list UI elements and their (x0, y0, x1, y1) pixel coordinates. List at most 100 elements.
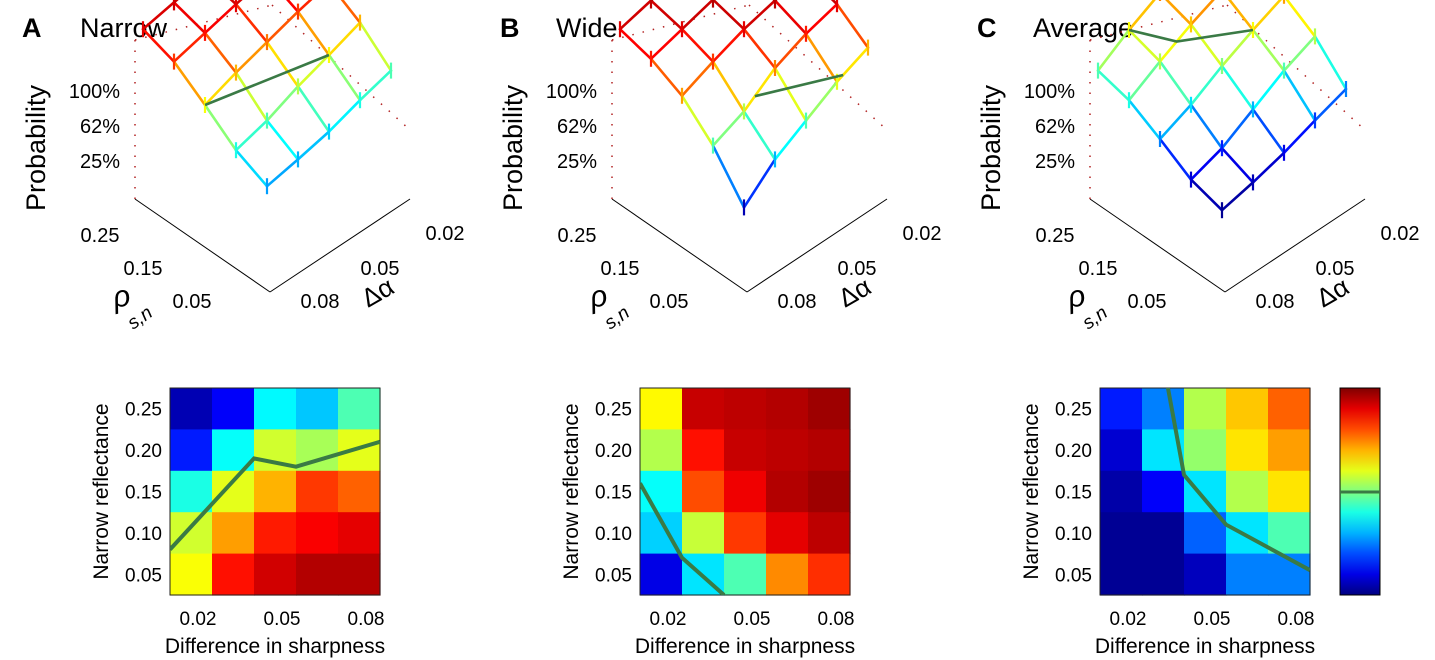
panel-b-letter: B (500, 13, 520, 43)
heatmap-contour-line (170, 439, 380, 551)
surface-segment-alpha (1096, 28, 1131, 72)
panel-b-title: Wide (556, 13, 618, 43)
heatmap-cell (296, 470, 339, 513)
surface-segment-rho (804, 32, 839, 84)
surface-segment-rho (711, 0, 746, 31)
surface-segment-rho (286, 0, 300, 13)
surface-contour-line (754, 73, 844, 98)
heatmap-ylabel: Narrow reflectance (90, 403, 113, 579)
alpha-axis-line (269, 198, 411, 293)
rho-tick-label: 0.25 (81, 225, 120, 247)
surface-segment-alpha (1189, 0, 1215, 26)
heatmap-ytick-label: 0.15 (595, 483, 632, 504)
z-axis-label: Probability (21, 84, 51, 211)
surface-segment-alpha (172, 31, 207, 63)
heatmap-cell (1100, 470, 1143, 513)
surface-segment-alpha (172, 0, 179, 4)
heatmap-cell (1184, 553, 1227, 596)
heatmap-cell (808, 429, 851, 472)
surface-segment-alpha (1220, 181, 1255, 212)
surface-segment-alpha (649, 0, 654, 2)
rho-tick-label: 0.15 (601, 258, 640, 280)
surface-segment-rho (358, 21, 393, 72)
surface-segment-rho (265, 40, 300, 88)
heatmap-cell (212, 388, 255, 430)
heatmap-ylabel: Narrow reflectance (560, 403, 583, 579)
surface-segment-alpha (649, 27, 684, 61)
surface-segment-rho (1127, 98, 1162, 141)
heatmap-xlabel: Difference in sharpness (165, 635, 385, 658)
surface-segment-rho (296, 85, 331, 133)
surface-segment-rho (711, 60, 746, 113)
surface-plot-b: 100%62%25%Probability0.250.150.05ρs,n0.0… (498, 0, 941, 334)
surface-segment-rho (835, 2, 870, 49)
heatmap-contour-line (640, 482, 726, 595)
surface-segment-rho (203, 103, 238, 152)
surface-segment-rho (1127, 28, 1162, 63)
heatmap-cell (254, 388, 297, 430)
surface-segment-rho (830, 0, 839, 6)
heatmap-frame (1099, 387, 1311, 596)
surface-segment-alpha (742, 66, 777, 113)
surface-segment-rho (1220, 146, 1255, 184)
panel-c-title: Average (1033, 13, 1133, 43)
surface-segment-alpha (296, 53, 331, 88)
surface-segment-rho (649, 57, 684, 98)
heatmap-cell (1184, 470, 1227, 513)
rho-tick-label: 0.25 (1036, 225, 1075, 247)
alpha-tick-label: 0.05 (1316, 258, 1355, 280)
surface-contour-line (204, 53, 330, 107)
heatmap-ylabel: Narrow reflectance (1020, 403, 1043, 579)
surface-segment-rho (327, 53, 362, 102)
heatmap-cell (170, 512, 213, 555)
heatmap-cell (1100, 429, 1143, 472)
heatmap-cell (808, 512, 851, 555)
heatmap-ytick-label: 0.25 (595, 400, 632, 421)
heatmap-cell (338, 470, 381, 513)
surface-segment-alpha (742, 158, 777, 209)
heatmap-cell (170, 470, 213, 513)
rho-tick-label: 0.05 (650, 291, 689, 313)
surface-segment-rho (1189, 103, 1224, 150)
rho-axis-line (1089, 198, 1226, 293)
heatmap-xtick-label: 0.05 (1194, 609, 1231, 630)
surface-segment-rho (172, 1, 207, 35)
heatmap-ytick-label: 0.15 (125, 483, 162, 504)
heatmap-ytick-label: 0.25 (125, 400, 162, 421)
surface-segment-alpha (1313, 87, 1348, 122)
surface-segment-rho (234, 148, 269, 188)
rho-axis-label: ρ (109, 279, 134, 315)
panel-a-letter: A (22, 13, 42, 43)
surface-segment-alpha (773, 119, 808, 161)
heatmap-cell (338, 512, 381, 555)
surface-segment-alpha (680, 60, 715, 98)
z-tick-label: 62% (80, 116, 120, 138)
surface-segment-rho (742, 110, 777, 161)
heatmap-cell (1184, 429, 1227, 472)
surface-segment-alpha (742, 0, 777, 31)
heatmap-cell (640, 553, 683, 596)
surface-segment-rho (1282, 69, 1317, 122)
surface-segment-rho (711, 144, 746, 209)
surface-segment-rho (1313, 35, 1348, 91)
surface-segment-rho (1285, 0, 1317, 38)
back-wall-dots (611, 4, 750, 41)
heatmap-cell (766, 553, 809, 596)
heatmap-ytick-label: 0.05 (595, 565, 632, 586)
surface-segment-alpha (773, 0, 778, 2)
heatmap-cell (296, 388, 339, 430)
surface-segment-alpha (773, 32, 808, 70)
heatmap-cell (170, 429, 213, 472)
heatmap-cell (254, 512, 297, 555)
heatmap-cell (1226, 553, 1269, 596)
alpha-tick-label: 0.08 (778, 291, 817, 313)
heatmap-cell (170, 553, 213, 596)
surface-segment-rho (229, 0, 238, 6)
surface-segment-rho (340, 0, 362, 24)
heatmap-ytick-label: 0.10 (1055, 524, 1092, 545)
surface-segment-alpha (1189, 64, 1224, 107)
surface-segment-alpha (265, 10, 300, 44)
heatmap-cell (1268, 470, 1311, 513)
surface-segment-alpha (1251, 0, 1282, 32)
